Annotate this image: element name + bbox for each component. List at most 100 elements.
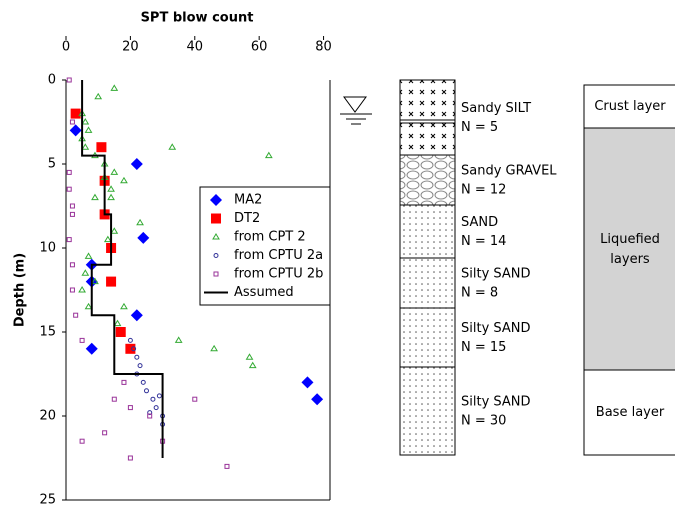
marker xyxy=(66,169,72,175)
soil-layer xyxy=(399,307,456,368)
zone-label-line: Liquefied xyxy=(600,232,660,247)
y-tick-label: 25 xyxy=(39,493,56,505)
zone-label: Liquefied layers xyxy=(600,232,660,267)
marker xyxy=(85,342,98,355)
y-tick-label: 10 xyxy=(39,241,56,256)
marker xyxy=(301,376,314,389)
assumed-line xyxy=(81,80,164,458)
marker xyxy=(84,302,93,310)
marker xyxy=(311,393,324,406)
marker xyxy=(168,143,177,150)
marker xyxy=(81,143,90,150)
marker xyxy=(66,186,72,192)
marker xyxy=(137,363,143,369)
marker xyxy=(96,142,107,153)
marker xyxy=(70,108,81,119)
marker xyxy=(210,344,218,352)
marker xyxy=(91,193,99,201)
legend-label: from CPTU 2b xyxy=(234,267,323,282)
x-axis-title: SPT blow count xyxy=(141,11,254,26)
marker xyxy=(120,302,128,310)
marker xyxy=(107,185,115,192)
zone-label-line: layers xyxy=(610,252,650,267)
marker xyxy=(120,176,128,184)
water-table xyxy=(340,96,372,125)
marker xyxy=(213,271,219,277)
layer-name: Sandy SILT xyxy=(461,101,531,116)
soil-layer xyxy=(399,257,456,309)
marker xyxy=(137,231,150,244)
layer-n: N = 15 xyxy=(461,340,506,355)
y-tick-label: 5 xyxy=(48,157,56,172)
marker xyxy=(113,319,122,327)
legend-box xyxy=(199,186,331,306)
marker xyxy=(91,277,99,285)
legend-label: DT2 xyxy=(234,211,260,226)
marker xyxy=(102,430,108,436)
marker xyxy=(79,438,85,444)
zone-box xyxy=(583,369,675,456)
marker xyxy=(69,287,75,293)
marker xyxy=(69,262,75,268)
marker xyxy=(131,346,137,352)
layer-n: N = 30 xyxy=(461,414,506,429)
marker xyxy=(211,213,221,224)
marker xyxy=(174,336,183,343)
marker xyxy=(78,286,86,293)
y-tick-label: 0 xyxy=(48,73,56,88)
marker xyxy=(69,211,75,217)
zone-label: Base layer xyxy=(596,405,665,420)
marker xyxy=(210,194,222,206)
marker xyxy=(81,269,90,276)
marker xyxy=(66,237,72,243)
layer-n: N = 14 xyxy=(461,234,506,249)
marker xyxy=(69,124,82,137)
marker xyxy=(69,119,75,125)
marker xyxy=(110,84,119,91)
x-tick-label: 80 xyxy=(315,40,332,55)
marker xyxy=(212,233,220,240)
layer-name: Silty SAND xyxy=(461,321,531,336)
x-tick-label: 60 xyxy=(251,40,268,55)
y-tick-label: 20 xyxy=(39,409,56,424)
marker xyxy=(94,92,103,100)
marker xyxy=(115,327,126,337)
marker xyxy=(248,361,257,369)
layer-name: SAND xyxy=(461,215,498,230)
x-tick-label: 40 xyxy=(187,40,204,55)
marker xyxy=(224,463,230,469)
marker xyxy=(66,77,72,83)
marker xyxy=(130,158,143,170)
zone-box xyxy=(583,84,675,129)
legend-label: MA2 xyxy=(234,193,262,208)
x-tick-label: 0 xyxy=(62,40,70,55)
layer-n: N = 8 xyxy=(461,286,498,301)
marker xyxy=(127,405,133,411)
marker xyxy=(264,151,273,159)
marker xyxy=(192,396,198,402)
marker xyxy=(103,235,112,243)
y-tick-label: 15 xyxy=(39,325,56,340)
marker xyxy=(84,252,93,259)
marker xyxy=(69,203,75,209)
marker xyxy=(127,337,133,343)
soil-layer xyxy=(399,204,456,259)
layer-name: Silty SAND xyxy=(461,267,531,282)
marker xyxy=(125,343,136,354)
marker xyxy=(106,276,117,287)
marker xyxy=(147,413,153,419)
marker xyxy=(84,126,93,133)
marker xyxy=(81,118,90,125)
soil-layer xyxy=(399,79,456,156)
soil-layer xyxy=(399,154,456,206)
layer-name: Sandy GRAVEL xyxy=(461,164,557,179)
marker xyxy=(150,396,156,402)
legend-label: from CPT 2 xyxy=(234,230,306,245)
layer-name: Silty SAND xyxy=(461,395,531,410)
legend-label: from CPTU 2a xyxy=(234,248,323,263)
marker xyxy=(79,337,85,343)
marker xyxy=(245,353,254,360)
soil-layer xyxy=(399,366,456,456)
marker xyxy=(121,379,127,385)
zone-box xyxy=(583,127,675,371)
